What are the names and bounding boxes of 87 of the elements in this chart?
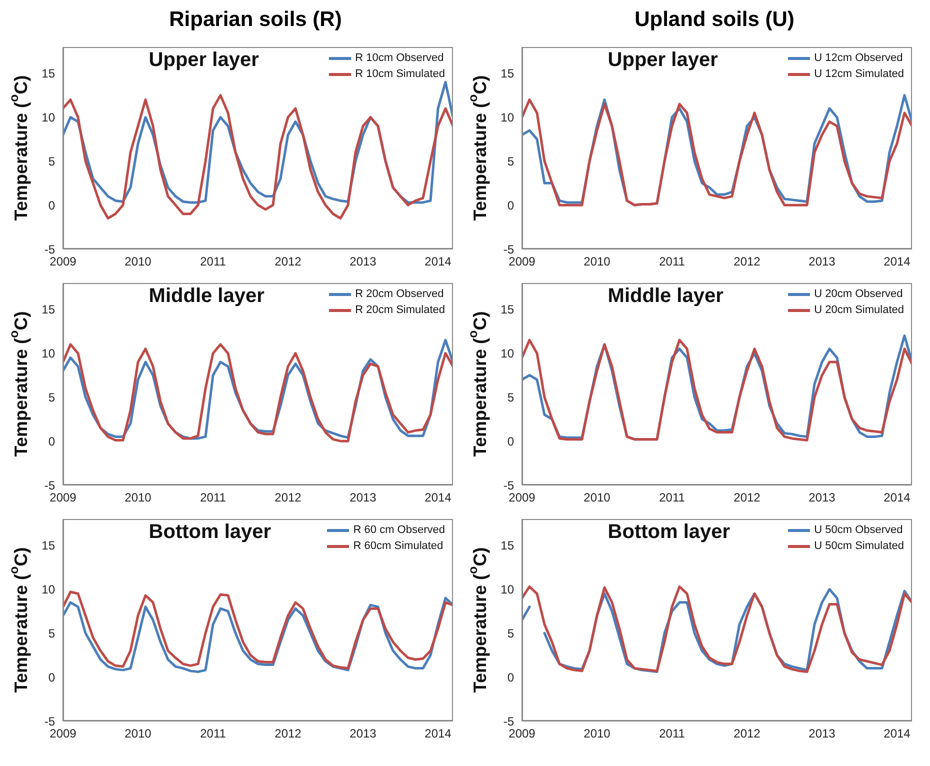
chart-title: Upper layer (608, 49, 718, 72)
legend-label: R 20cm Simulated (355, 303, 445, 317)
x-tick-label: 2012 (274, 490, 302, 505)
x-tick-label: 2009 (508, 726, 536, 741)
x-tick-label: 2011 (200, 254, 226, 269)
x-tick-label: 2014 (424, 254, 452, 269)
x-tick-label: 2014 (884, 726, 911, 741)
x-tick-label: 2011 (200, 726, 226, 741)
legend-label: U 50cm Simulated (814, 539, 904, 553)
y-tick-label: 10 (500, 110, 514, 125)
x-tick-label: 2009 (508, 254, 536, 269)
x-tick-label: 2014 (884, 254, 911, 269)
legend-label: R 60cm Simulated (353, 539, 444, 553)
y-tick-label: 15 (500, 302, 514, 317)
y-tick-label: 10 (42, 110, 56, 125)
y-tick-label: 0 (507, 434, 514, 448)
x-tick-label: 2013 (808, 254, 836, 269)
x-tick-label: 2010 (584, 490, 611, 505)
chart-title: Bottom layer (608, 521, 730, 544)
y-tick-label: 15 (42, 302, 56, 317)
y-tick-label: 15 (42, 538, 56, 553)
x-tick-label: 2010 (124, 726, 152, 741)
x-tick-label: 2014 (884, 490, 911, 505)
legend-label: U 20cm Simulated (814, 303, 904, 317)
x-tick-label: 2012 (734, 726, 761, 741)
y-tick-label: 5 (507, 390, 514, 404)
x-tick-label: 2014 (424, 726, 452, 741)
chart-title: Upper layer (148, 49, 259, 72)
x-tick-label: 2012 (274, 254, 302, 269)
x-tick-label: 2013 (350, 726, 377, 741)
legend-label: U 20cm Observed (814, 287, 903, 301)
legend-label: U 50cm Observed (814, 523, 903, 537)
x-tick-label: 2009 (50, 490, 77, 505)
legend-label: U 12cm Simulated (814, 67, 904, 81)
y-tick-label: 0 (507, 198, 514, 212)
x-tick-label: 2011 (200, 490, 226, 505)
y-tick-label: 10 (42, 346, 56, 361)
y-tick-label: 0 (48, 198, 56, 212)
legend-label: R 20cm Observed (355, 287, 444, 301)
y-tick-label: 15 (42, 66, 56, 81)
y-tick-label: 5 (48, 154, 56, 168)
y-tick-label: -5 (44, 478, 56, 492)
x-tick-label: 2012 (274, 726, 302, 741)
y-tick-label: 5 (48, 626, 56, 640)
legend-label: R 10cm Simulated (355, 67, 445, 81)
y-tick-label: -5 (503, 478, 514, 492)
text: Riparian soils (R) (168, 8, 343, 33)
y-tick-label: 10 (500, 346, 514, 361)
x-tick-label: 2011 (659, 726, 686, 741)
y-tick-label: -5 (44, 714, 56, 728)
x-tick-label: 2013 (808, 726, 836, 741)
legend-label: R 60 cm Observed (353, 523, 445, 537)
y-tick-label: 5 (507, 626, 514, 640)
y-tick-label: 0 (48, 434, 56, 448)
y-tick-label: 5 (48, 390, 56, 404)
x-tick-label: 2010 (124, 254, 152, 269)
chart-title: Middle layer (608, 285, 724, 308)
legend-label: R 10cm Observed (355, 51, 444, 65)
x-tick-label: 2009 (50, 254, 77, 269)
x-tick-label: 2013 (350, 490, 377, 505)
x-tick-label: 2012 (734, 490, 761, 505)
y-tick-label: -5 (503, 242, 514, 256)
chart-title: Bottom layer (148, 521, 272, 544)
y-tick-label: 10 (500, 582, 514, 597)
y-tick-label: 15 (500, 66, 514, 81)
x-tick-label: 2009 (508, 490, 536, 505)
x-tick-label: 2014 (424, 490, 452, 505)
x-tick-label: 2010 (584, 726, 611, 741)
line-series (63, 94, 453, 220)
y-tick-label: 10 (42, 582, 56, 597)
x-tick-label: 2011 (659, 254, 686, 269)
x-tick-label: 2010 (584, 254, 611, 269)
y-tick-label: -5 (44, 242, 56, 256)
y-tick-label: 0 (48, 670, 56, 684)
x-tick-label: 2013 (808, 490, 836, 505)
y-tick-label: 0 (507, 670, 514, 684)
x-tick-label: 2012 (734, 254, 761, 269)
y-tick-label: -5 (503, 714, 514, 728)
chart-title: Middle layer (148, 285, 264, 308)
x-tick-label: 2011 (659, 490, 686, 505)
x-tick-label: 2009 (50, 726, 77, 741)
x-tick-label: 2013 (350, 254, 377, 269)
y-tick-label: 5 (507, 154, 514, 168)
y-tick-label: 15 (500, 538, 514, 553)
x-tick-label: 2010 (124, 490, 152, 505)
legend-label: U 12cm Observed (814, 51, 903, 65)
text: Upland soils (U) (634, 8, 796, 33)
